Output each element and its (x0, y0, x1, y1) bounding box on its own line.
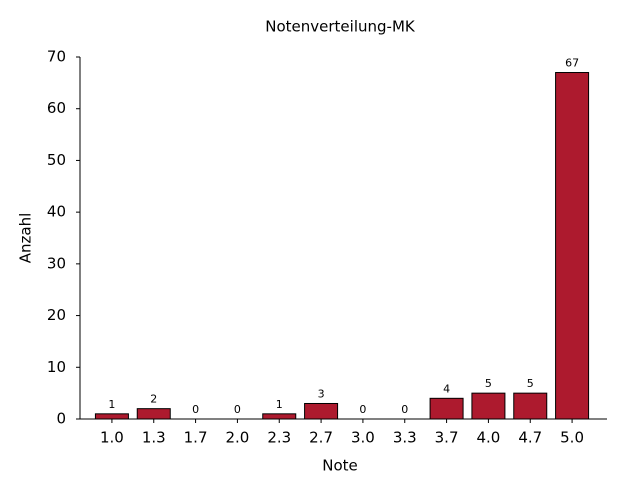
value-label: 0 (192, 403, 199, 416)
x-axis-label: Note (322, 457, 358, 475)
x-tick-label: 3.3 (393, 429, 417, 447)
value-label: 3 (318, 387, 325, 400)
x-tick-label: 1.7 (184, 429, 208, 447)
bar (471, 392, 506, 420)
x-tick-label: 4.0 (476, 429, 500, 447)
value-label: 1 (108, 398, 115, 411)
y-tick-label: 50 (47, 151, 66, 169)
x-tick-label: 5.0 (560, 429, 584, 447)
y-tick-label: 40 (47, 203, 66, 221)
y-tick-label: 30 (47, 254, 66, 272)
bar (136, 408, 171, 420)
y-tick-label: 70 (47, 48, 66, 66)
x-tick-label: 2.0 (225, 429, 249, 447)
y-tick-label: 0 (56, 410, 66, 428)
bar (304, 402, 339, 420)
x-tick-label: 3.0 (351, 429, 375, 447)
value-label: 2 (150, 393, 157, 406)
y-tick-label: 60 (47, 99, 66, 117)
value-label: 67 (565, 57, 579, 70)
bar (555, 72, 590, 420)
value-label: 0 (359, 403, 366, 416)
x-tick-label: 2.3 (267, 429, 291, 447)
value-label: 5 (527, 377, 534, 390)
value-label: 0 (401, 403, 408, 416)
x-tick-label: 1.0 (100, 429, 124, 447)
value-label: 1 (276, 398, 283, 411)
x-tick-label: 2.7 (309, 429, 333, 447)
y-tick-label: 20 (47, 306, 66, 324)
bar (429, 397, 464, 420)
value-label: 5 (485, 377, 492, 390)
bar (94, 413, 129, 420)
y-tick-label: 10 (47, 358, 66, 376)
value-label: 4 (443, 382, 450, 395)
x-tick-label: 4.7 (518, 429, 542, 447)
x-tick-label: 1.3 (142, 429, 166, 447)
x-tick-label: 3.7 (435, 429, 459, 447)
chart-title: Notenverteilung-MK (265, 18, 416, 36)
bar (513, 392, 548, 420)
value-label: 0 (234, 403, 241, 416)
y-axis-label: Anzahl (17, 213, 35, 264)
bar (262, 413, 297, 420)
